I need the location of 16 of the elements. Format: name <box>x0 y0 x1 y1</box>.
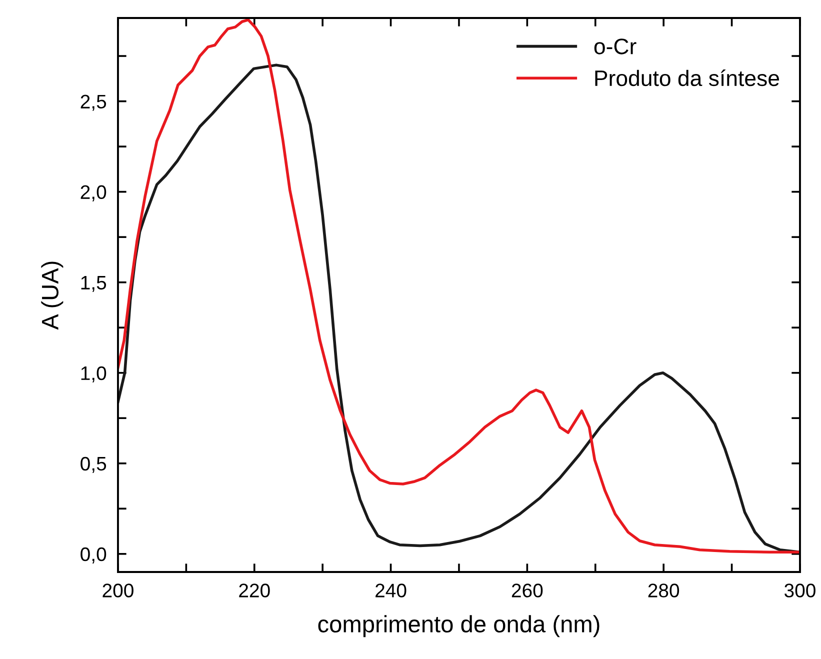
legend-label: Produto da síntese <box>595 70 780 86</box>
legend-label: o-Cr <box>594 38 636 54</box>
x-tick-label: 300 <box>784 584 816 598</box>
x-axis-title: comprimento de onda (nm) <box>318 615 600 638</box>
x-tick-label: 200 <box>102 584 134 598</box>
x-tick-label: 280 <box>648 584 680 598</box>
y-tick-label: 0,0 <box>80 547 106 564</box>
y-axis-title: A (UA) <box>41 262 64 330</box>
y-tick-label: 2,0 <box>80 185 106 202</box>
y-tick-label: 1,0 <box>81 366 106 382</box>
x-tick-label: 260 <box>512 584 543 598</box>
y-tick-label: 1,5 <box>81 276 106 292</box>
x-tick-label: 240 <box>376 584 406 598</box>
y-tick-label: 0,5 <box>80 456 106 473</box>
x-tick-label: 220 <box>239 584 270 598</box>
y-tick-label: 2,5 <box>80 94 106 111</box>
